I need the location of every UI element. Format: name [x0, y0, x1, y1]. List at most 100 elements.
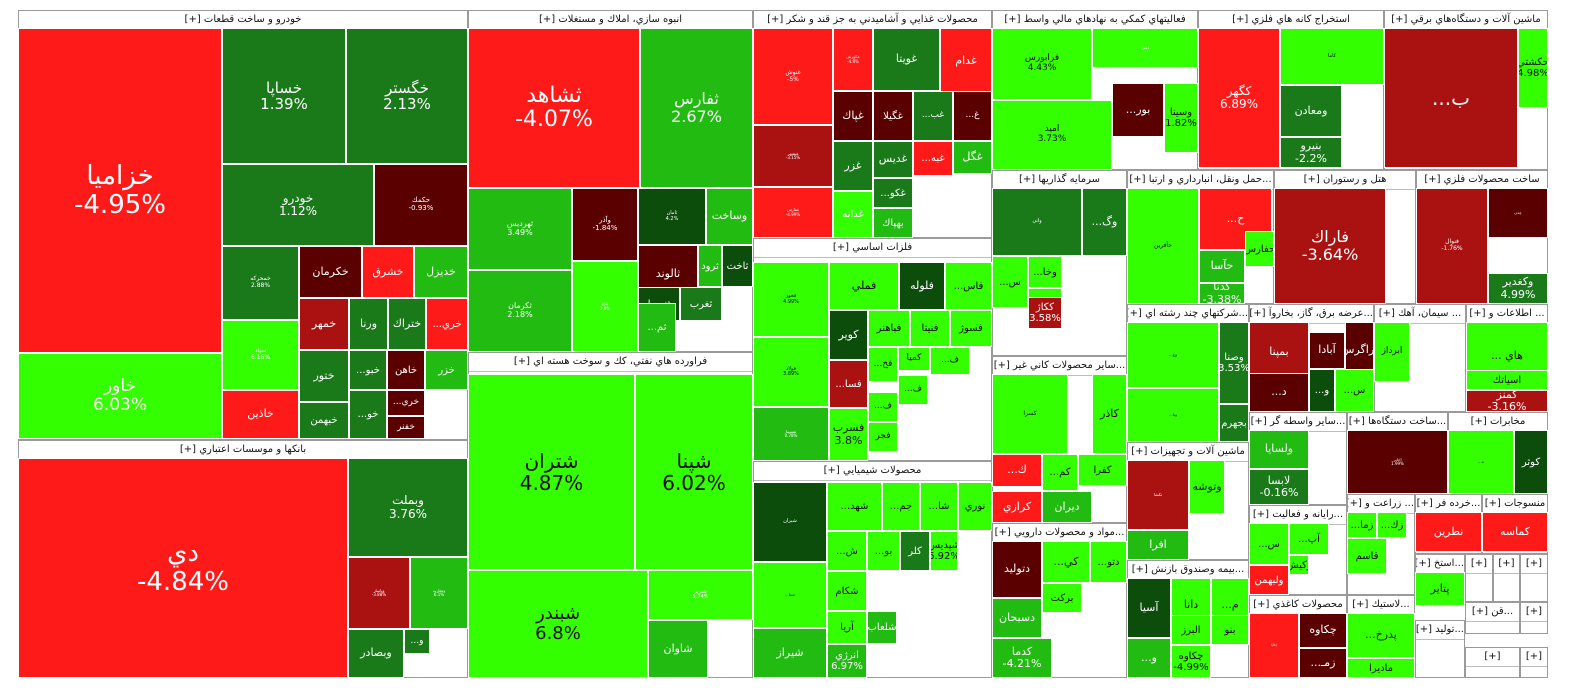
stock-tile[interactable]: خمهر — [299, 298, 349, 350]
stock-tile[interactable]: حآفرين — [1127, 188, 1199, 304]
stock-tile[interactable]: غگيلا — [873, 91, 913, 141]
stock-tile[interactable]: ...غبه — [913, 141, 953, 176]
stock-tile[interactable]: فخوز 4.99% — [753, 262, 829, 337]
stock-tile[interactable]: ...ثم — [638, 303, 676, 352]
stock-tile[interactable]: ثاخت — [722, 245, 753, 287]
sector-title[interactable]: محصولات شيميايي [+] — [754, 462, 991, 481]
stock-tile[interactable]: غگل — [953, 141, 992, 174]
stock-tile[interactable]: وبصادر — [348, 629, 404, 678]
stock-tile[interactable]: خگستر 2.13% — [346, 28, 468, 164]
stock-tile[interactable]: قاسم — [1347, 538, 1387, 574]
stock-tile[interactable]: خفنر — [387, 416, 425, 439]
stock-tile[interactable]: وآذر -1.84% — [572, 188, 638, 261]
stock-tile[interactable]: ...و — [1127, 638, 1171, 678]
stock-tile[interactable]: ...فسا — [829, 360, 868, 408]
stock-tile[interactable]: فملي — [829, 262, 899, 310]
stock-tile[interactable]: وسينا 1.82% — [1164, 83, 1198, 153]
stock-tile[interactable]: چكاوه — [1299, 613, 1347, 648]
stock-tile[interactable]: ...وبا — [1127, 388, 1219, 442]
sector-title[interactable]: [+] — [1466, 555, 1492, 574]
stock-tile[interactable]: ...و — [1309, 369, 1335, 412]
stock-tile[interactable]: ...شا — [920, 482, 958, 531]
stock-tile[interactable]: ...خري — [387, 390, 425, 416]
stock-tile[interactable]: وبملت 3.76% — [348, 458, 468, 557]
stock-tile[interactable]: ...ب — [1384, 28, 1518, 168]
stock-tile[interactable]: اسياتك — [1466, 370, 1548, 390]
stock-tile[interactable]: غدام — [940, 28, 992, 95]
stock-tile[interactable]: كدما -4.21% — [992, 638, 1052, 678]
stock-tile[interactable]: البرز — [1171, 615, 1211, 645]
stock-tile[interactable]: شبندر 6.8% — [468, 570, 648, 678]
stock-tile[interactable]: فولاد 3.89% — [753, 337, 829, 407]
stock-tile[interactable]: شيراز — [753, 628, 827, 678]
sector-title[interactable]: ... سيمان، آهك [+] — [1375, 305, 1465, 324]
stock-tile[interactable]: دي -4.84% — [18, 458, 348, 678]
stock-tile[interactable]: ديران — [1042, 491, 1092, 523]
stock-tile[interactable]: تكشا — [1127, 460, 1189, 530]
stock-tile[interactable]: شسينا 0.78% — [753, 407, 829, 461]
stock-tile[interactable]: ثكرمان 2.18% — [468, 270, 572, 352]
stock-tile[interactable]: انرژي 6.97% — [827, 644, 867, 678]
stock-tile[interactable]: خزاميا -4.95% — [18, 28, 222, 353]
stock-tile[interactable]: ...س — [1335, 369, 1374, 412]
stock-tile[interactable]: آريا — [827, 611, 867, 644]
stock-tile[interactable]: كسرا — [992, 374, 1068, 454]
stock-tile[interactable]: ...زمـ — [1299, 648, 1347, 678]
sector-title[interactable]: ...قن [+] — [1466, 603, 1519, 622]
stock-tile[interactable]: بنو — [1211, 615, 1249, 645]
stock-tile[interactable]: ركيش — [1289, 555, 1309, 575]
stock-tile[interactable]: فسرب 3.8% — [829, 408, 868, 461]
stock-tile[interactable]: غويتا — [873, 28, 940, 91]
stock-tile[interactable]: شلعاب — [867, 611, 897, 644]
stock-tile[interactable]: ثامان 4.2% — [638, 188, 706, 245]
stock-tile[interactable]: كوثر — [1514, 430, 1548, 494]
stock-tile[interactable]: ...دتو — [1090, 541, 1127, 583]
stock-tile[interactable]: واتي — [992, 188, 1082, 256]
stock-tile[interactable]: چدن — [1488, 188, 1548, 238]
stock-tile[interactable]: فنوال -1.76% — [1416, 188, 1488, 304]
stock-tile[interactable]: غپاك — [833, 91, 873, 141]
sector-title[interactable]: ...عرضه برق، گاز، بخاروآ [+] — [1250, 305, 1373, 324]
stock-tile[interactable]: چكاوه -4.99% — [1171, 645, 1211, 678]
stock-tile[interactable]: ...شهد — [827, 482, 882, 531]
sector-title[interactable]: ...توليد [+] — [1416, 621, 1464, 640]
stock-tile[interactable]: حكمك -0.93% — [374, 164, 468, 246]
stock-tile[interactable]: ثغرب — [680, 287, 722, 321]
stock-tile[interactable]: فرابورس 4.43% — [992, 28, 1092, 100]
sector-title[interactable]: فلزات اساسي [+] — [754, 239, 991, 258]
stock-tile[interactable]: وتجارت 6.1% — [410, 557, 468, 629]
stock-tile[interactable]: خودرو 1.12% — [222, 164, 374, 246]
stock-tile[interactable]: غفارس -4.99% — [753, 187, 833, 238]
stock-tile[interactable]: ...فاس — [945, 262, 992, 310]
stock-tile[interactable]: خديزل — [414, 246, 468, 298]
stock-tile[interactable]: ثهرديس 3.49% — [468, 188, 572, 270]
stock-tile[interactable]: بهپاك — [873, 208, 913, 238]
sector-title[interactable]: [+] — [1521, 648, 1547, 667]
sector-title[interactable]: [+] — [1466, 648, 1519, 667]
stock-tile[interactable]: آبادا — [1309, 332, 1345, 369]
stock-tile[interactable]: خاذين — [222, 390, 299, 439]
stock-tile[interactable]: خاهن — [387, 350, 425, 390]
stock-tile[interactable]: شتران 4.87% — [468, 374, 635, 570]
stock-tile[interactable]: ...خو — [349, 390, 387, 439]
stock-tile[interactable]: حفارس — [1245, 231, 1274, 267]
stock-tile[interactable]: فباهنر — [868, 310, 910, 347]
stock-tile[interactable]: كاذر — [1092, 374, 1127, 454]
stock-tile[interactable]: پتاير — [1415, 572, 1465, 606]
stock-tile[interactable]: ...خري — [426, 298, 468, 350]
stock-tile[interactable]: ...وخا — [1028, 256, 1062, 288]
stock-tile[interactable]: وپاسار -3.88% — [348, 557, 410, 629]
stock-tile[interactable]: نطرين — [1415, 512, 1482, 552]
stock-tile[interactable]: لابسا -0.16% — [1249, 469, 1309, 505]
stock-tile[interactable]: ...س — [992, 256, 1028, 308]
stock-tile[interactable]: غذانه — [833, 191, 873, 238]
stock-tile[interactable]: خمحركه 2.88% — [222, 246, 299, 320]
stock-tile[interactable]: غنوش -5% — [753, 28, 833, 125]
stock-tile[interactable]: ...پدرخ — [1347, 613, 1415, 658]
stock-tile[interactable]: شپنا 6.02% — [635, 374, 753, 570]
stock-tile[interactable]: چكاپا — [1249, 613, 1299, 678]
stock-tile[interactable]: كفرا — [1078, 454, 1127, 486]
stock-tile[interactable]: ثرود — [698, 245, 722, 287]
stock-tile[interactable]: خكرمان — [299, 246, 362, 298]
stock-tile[interactable]: وتوشه — [1189, 460, 1225, 514]
